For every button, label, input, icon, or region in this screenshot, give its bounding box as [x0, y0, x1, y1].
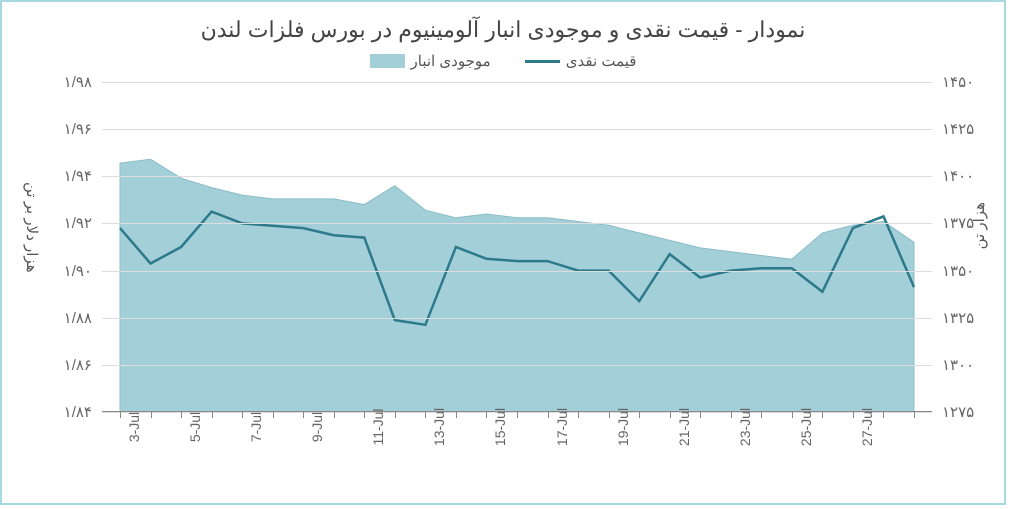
x-tick [517, 412, 518, 418]
y1-tick-label: ۱/۸۴ [42, 403, 92, 421]
legend-item-line: قیمت نقدی [525, 52, 637, 70]
y1-tick-label: ۱/۹۰ [42, 262, 92, 280]
x-tick [731, 412, 732, 418]
grid-line [102, 271, 932, 272]
x-tick-label: 15-Jul [492, 408, 508, 446]
x-tick [242, 412, 243, 418]
x-tick-label: 11-Jul [370, 408, 386, 445]
y2-tick-label: ۱۴۲۵ [942, 120, 974, 138]
x-tick-label: 19-Jul [615, 408, 631, 446]
x-tick [151, 412, 152, 418]
x-tick-label: 9-Jul [309, 412, 325, 442]
x-tick [853, 412, 854, 418]
x-tick [456, 412, 457, 418]
y2-tick-label: ۱۳۵۰ [942, 262, 974, 280]
x-tick [700, 412, 701, 418]
x-tick [120, 412, 121, 418]
legend-swatch-area [370, 54, 405, 68]
grid-line [102, 365, 932, 366]
y2-tick-label: ۱۴۵۰ [942, 73, 974, 91]
x-tick [578, 412, 579, 418]
x-tick [639, 412, 640, 418]
x-tick [670, 412, 671, 418]
x-tick [395, 412, 396, 418]
y1-tick-label: ۱/۸۸ [42, 309, 92, 327]
x-tick-label: 23-Jul [737, 408, 753, 446]
x-tick [364, 412, 365, 418]
x-tick-label: 13-Jul [431, 408, 447, 446]
y2-tick-label: ۱۳۰۰ [942, 356, 974, 374]
grid-line [102, 82, 932, 83]
x-tick-label: 25-Jul [798, 408, 814, 446]
grid-line [102, 223, 932, 224]
x-tick-label: 7-Jul [248, 412, 264, 442]
legend-item-area: موجودی انبار [370, 52, 491, 70]
x-tick [181, 412, 182, 418]
legend-swatch-line [525, 60, 560, 63]
legend: قیمت نقدی موجودی انبار [2, 52, 1004, 70]
x-tick [548, 412, 549, 418]
x-tick [425, 412, 426, 418]
y1-axis-title: هزار دلار بر تن [22, 182, 40, 273]
x-tick [303, 412, 304, 418]
y2-tick-label: ۱۳۷۵ [942, 214, 974, 232]
x-tick [822, 412, 823, 418]
plot-area: ۱/۸۴۱۲۷۵۱/۸۶۱۳۰۰۱/۸۸۱۳۲۵۱/۹۰۱۳۵۰۱/۹۲۱۳۷۵… [102, 82, 932, 412]
y1-tick-label: ۱/۹۸ [42, 73, 92, 91]
x-tick [914, 412, 915, 418]
x-tick-label: 3-Jul [126, 412, 142, 442]
chart-svg [102, 82, 932, 412]
y2-tick-label: ۱۴۰۰ [942, 167, 974, 185]
y2-tick-label: ۱۳۲۵ [942, 309, 974, 327]
legend-label-line: قیمت نقدی [566, 52, 637, 70]
x-tick-label: 27-Jul [859, 408, 875, 446]
x-tick [334, 412, 335, 418]
x-tick-label: 17-Jul [554, 408, 570, 446]
x-tick [883, 412, 884, 418]
y1-tick-label: ۱/۹۴ [42, 167, 92, 185]
x-tick [792, 412, 793, 418]
x-tick [273, 412, 274, 418]
x-tick [609, 412, 610, 418]
chart-container: نمودار - قیمت نقدی و موجودی انبار آلومین… [0, 0, 1006, 505]
x-tick-label: 21-Jul [676, 408, 692, 446]
grid-line [102, 318, 932, 319]
x-tick-label: 5-Jul [187, 412, 203, 442]
x-tick [761, 412, 762, 418]
grid-line [102, 176, 932, 177]
y2-tick-label: ۱۲۷۵ [942, 403, 974, 421]
grid-line [102, 129, 932, 130]
y1-tick-label: ۱/۹۲ [42, 214, 92, 232]
y1-tick-label: ۱/۹۶ [42, 120, 92, 138]
legend-label-area: موجودی انبار [411, 52, 491, 70]
y1-tick-label: ۱/۸۶ [42, 356, 92, 374]
chart-title: نمودار - قیمت نقدی و موجودی انبار آلومین… [2, 17, 1004, 43]
x-tick [486, 412, 487, 418]
area-series [120, 159, 914, 412]
x-tick [212, 412, 213, 418]
